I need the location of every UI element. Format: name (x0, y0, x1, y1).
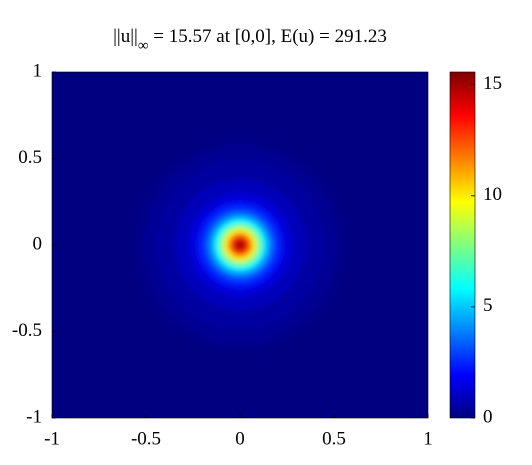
y-tick-label: 1 (33, 60, 43, 81)
x-tick-label: -0.5 (131, 428, 161, 449)
colorbar-tick-label: 5 (483, 295, 493, 316)
y-tick-label: -0.5 (12, 320, 42, 341)
y-tick-label: -1 (26, 406, 42, 427)
colorbar-tick-label: 0 (483, 406, 493, 427)
x-tick-label: 0.5 (322, 428, 346, 449)
title-sub: ∞ (138, 38, 149, 54)
x-tick-label: 1 (423, 428, 433, 449)
colorbar (449, 71, 476, 419)
colorbar-tick-label: 10 (483, 184, 502, 205)
x-tick-label: 0 (235, 428, 245, 449)
y-tick-label: 0.5 (18, 147, 42, 168)
colorbar-tick-label: 15 (483, 73, 502, 94)
chart-title: ||u||∞ = 15.57 at [0,0], E(u) = 291.23 (113, 26, 387, 54)
heatmap-ring (237, 242, 243, 248)
x-tick-label: -1 (44, 428, 60, 449)
title-rest: = 15.57 at [0,0], E(u) = 291.23 (149, 26, 387, 47)
heatmap-field (127, 132, 353, 358)
title-main: ||u|| (113, 26, 138, 47)
y-tick-label: 0 (33, 233, 43, 254)
